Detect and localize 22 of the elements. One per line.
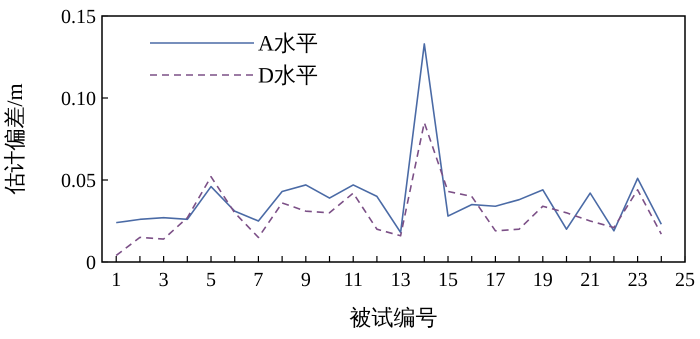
y-axis-title: 估计偏差/m xyxy=(2,83,27,196)
y-tick-label: 0.10 xyxy=(61,88,96,110)
x-tick-label: 7 xyxy=(253,269,264,291)
x-tick-label: 21 xyxy=(580,269,600,291)
x-tick-label: 13 xyxy=(390,269,411,291)
x-tick-label: 23 xyxy=(628,269,648,291)
line-series xyxy=(115,122,662,256)
x-tick-label: 15 xyxy=(438,269,458,291)
x-tick-label: 25 xyxy=(675,269,695,291)
y-tick-label: 0 xyxy=(86,252,96,274)
y-tick-label: 0.15 xyxy=(61,6,96,28)
legend-label: D水平 xyxy=(258,62,318,88)
y-tick-label: 0.05 xyxy=(61,170,96,192)
x-tick-label: 9 xyxy=(300,269,311,291)
x-axis-title: 被试编号 xyxy=(350,305,438,330)
x-tick-label: 19 xyxy=(532,269,553,291)
x-tick-label: 11 xyxy=(344,269,363,291)
x-tick-label: 1 xyxy=(111,269,122,291)
legend-label: A水平 xyxy=(258,30,318,56)
x-tick-label: 5 xyxy=(206,269,216,291)
x-tick-label: 3 xyxy=(158,269,169,291)
x-tick-label: 17 xyxy=(485,269,506,291)
